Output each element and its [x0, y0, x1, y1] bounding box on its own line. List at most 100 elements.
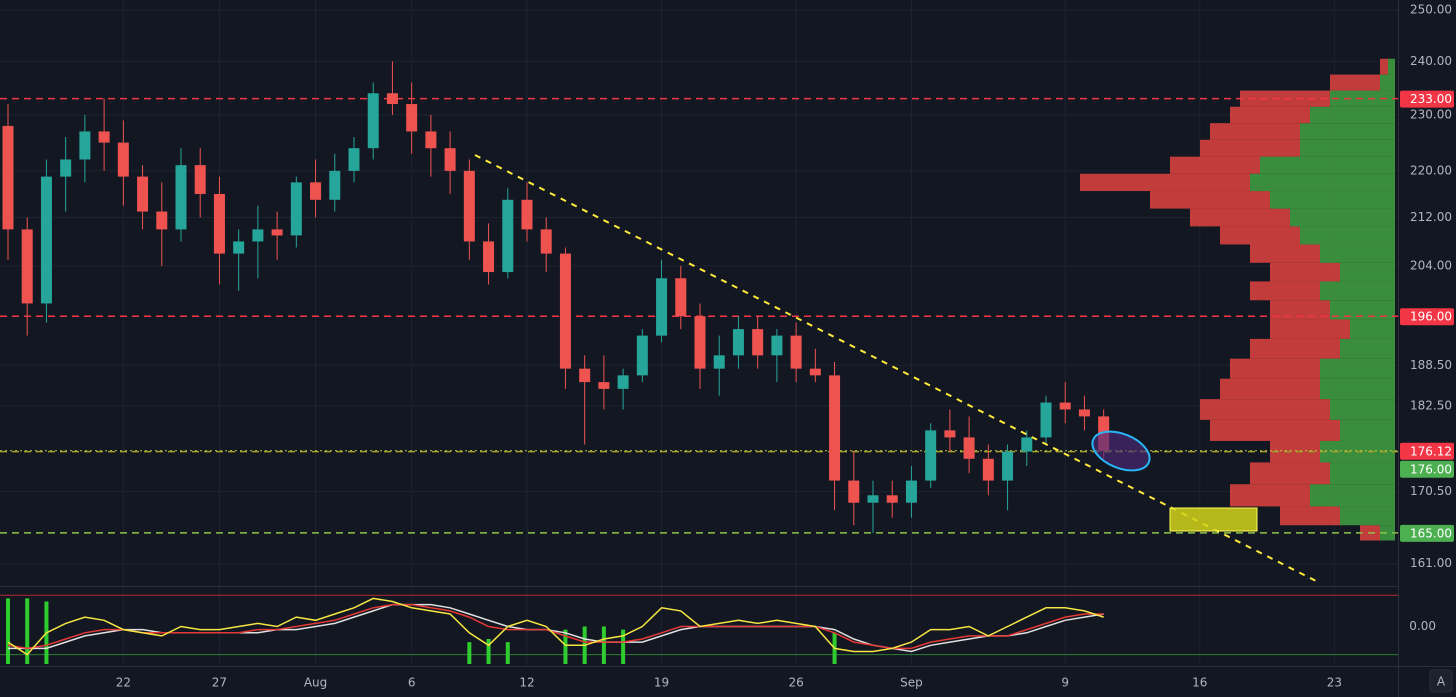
candle-body [79, 131, 91, 160]
profile-down [1230, 106, 1310, 124]
profile-up [1310, 106, 1395, 124]
candle-body [290, 182, 302, 236]
axes: 22 27 Aug 6 12 19 26 Sep 9 16 23 250.00 240.00 230.00… [116, 3, 1454, 690]
auto-scale-label[interactable]: A [1437, 675, 1446, 689]
candle-body [809, 368, 821, 376]
osc-bar [6, 598, 10, 664]
osc-bar [467, 642, 472, 664]
candle-body [925, 430, 937, 481]
osc-bar [621, 629, 626, 664]
candle-body [194, 165, 206, 194]
profile-up [1330, 300, 1395, 320]
profile-down [1230, 358, 1320, 379]
candle-body [944, 430, 956, 438]
profile-down [1210, 123, 1300, 140]
y-tick-label: 212.00 [1410, 210, 1452, 224]
profile-down [1150, 191, 1270, 209]
profile-down [1270, 300, 1330, 320]
x-tick-label: 27 [212, 676, 227, 690]
x-tick-label: 16 [1192, 676, 1207, 690]
level-label-bg [1400, 524, 1454, 542]
candle-body [867, 495, 879, 503]
osc-bar [505, 642, 510, 664]
profile-down [1330, 74, 1380, 91]
trend-line [474, 154, 1321, 584]
profile-up [1320, 244, 1395, 263]
candle-body [271, 229, 283, 236]
candle-body [540, 229, 552, 254]
candle-body [905, 480, 917, 503]
profile-down [1170, 156, 1260, 174]
highlight-ellipse [1091, 430, 1151, 472]
candle-body [310, 182, 322, 200]
profile-down [1220, 226, 1300, 245]
profile-up [1270, 191, 1395, 209]
profile-down [1230, 484, 1310, 507]
profile-down [1270, 262, 1340, 282]
target-zone [1169, 507, 1258, 532]
profile-down [1250, 462, 1330, 485]
profile-down [1080, 173, 1250, 192]
level-label: 165.00 [1410, 526, 1452, 540]
profile-up [1250, 173, 1395, 192]
y-tick-label: 220.00 [1410, 163, 1452, 177]
profile-down [1250, 281, 1320, 301]
candle-body [886, 495, 898, 503]
profile-up [1330, 462, 1395, 485]
auto-scale-button[interactable] [1429, 669, 1453, 693]
candle-body [675, 278, 687, 317]
candle-body [483, 241, 495, 273]
osc-line [7, 597, 1104, 656]
candle-body [367, 93, 379, 149]
level-label-bg [1400, 460, 1454, 478]
last-price-label: 176.12 [1410, 444, 1452, 458]
candle-body [425, 131, 437, 149]
profile-down [1190, 208, 1290, 227]
candle-body [732, 329, 744, 356]
candle-body [752, 329, 764, 356]
profile-down [1200, 139, 1300, 157]
profile-up [1300, 226, 1395, 245]
candle-body [406, 104, 418, 132]
level-label: 233.00 [1410, 92, 1452, 106]
candle-body [1059, 402, 1071, 410]
x-tick-label: 23 [1327, 676, 1342, 690]
candle-body [386, 93, 398, 105]
profile-down [1270, 319, 1350, 339]
candle-body [963, 437, 975, 459]
candle-body [444, 148, 456, 171]
candle-body [329, 170, 341, 200]
profile-up [1300, 123, 1395, 140]
candle-body [1040, 402, 1052, 438]
candle-body [175, 165, 187, 230]
y-tick-label: 188.50 [1410, 358, 1452, 372]
profile-down [1250, 244, 1320, 263]
profile-up [1350, 319, 1395, 339]
candle-body [598, 382, 610, 389]
profile-up [1310, 484, 1395, 507]
profile-up [1380, 74, 1395, 91]
candle-body [1021, 437, 1033, 452]
profile-up [1300, 139, 1395, 157]
y-tick-label: 182.50 [1410, 399, 1452, 413]
candle-body [829, 375, 841, 481]
candle-body [771, 335, 783, 356]
osc-bar [601, 626, 606, 664]
candle-body [233, 241, 245, 254]
y-tick-label: 161.00 [1410, 556, 1452, 570]
profile-up [1320, 378, 1395, 400]
candle-body [98, 131, 110, 143]
candle-body [502, 199, 514, 273]
candle-body [40, 176, 52, 304]
level-label: 196.00 [1410, 310, 1452, 324]
candle-body [117, 142, 129, 177]
candle-body [348, 148, 360, 171]
candle-body [1002, 451, 1014, 481]
candle-body [137, 176, 149, 212]
profile-down [1380, 58, 1388, 75]
last-price-bg [1400, 442, 1454, 460]
candle-body [463, 170, 475, 242]
level-label-bg [1400, 308, 1454, 326]
